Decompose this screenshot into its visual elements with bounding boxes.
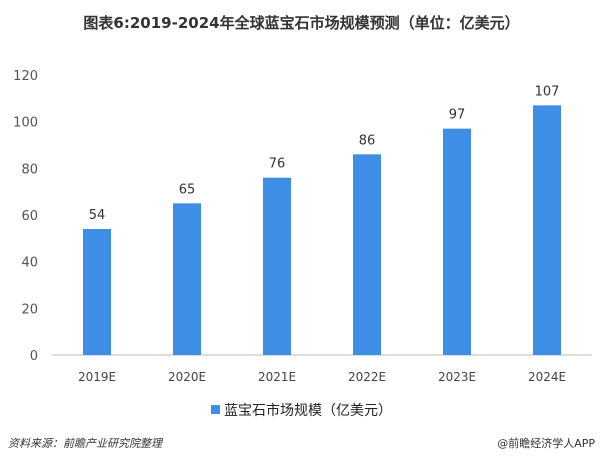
bar	[83, 229, 111, 355]
data-label: 76	[269, 157, 286, 172]
y-tick-label: 20	[21, 302, 38, 317]
bar	[533, 105, 561, 355]
chart-title: 图表6:2019-2024年全球蓝宝石市场规模预测（单位：亿美元）	[83, 14, 520, 32]
y-tick-label: 0	[30, 349, 38, 364]
y-tick-label: 120	[13, 69, 38, 84]
bar	[443, 128, 471, 355]
legend: 蓝宝石市场规模（亿美元）	[0, 400, 603, 420]
credit: @前瞻经济学人APP	[497, 437, 595, 450]
data-label: 86	[359, 133, 376, 148]
data-label: 107	[535, 84, 560, 99]
y-tick-label: 80	[21, 162, 38, 177]
x-tick-label: 2019E	[78, 370, 116, 384]
bar	[173, 203, 201, 355]
y-tick-label: 40	[21, 256, 38, 271]
x-tick-label: 2021E	[258, 370, 296, 384]
y-tick-label: 100	[13, 116, 38, 131]
bar-chart: 0 20 40 60 80 100 120 54 2019E 65 2020E 76 2021E 86 20…	[13, 69, 592, 384]
bar	[263, 177, 291, 355]
data-label: 97	[449, 108, 466, 123]
x-tick-label: 2024E	[528, 370, 566, 384]
source-note: 资料来源：前瞻产业研究院整理	[8, 437, 162, 450]
data-label: 54	[89, 208, 106, 223]
legend-label: 蓝宝石市场规模（亿美元）	[224, 403, 392, 419]
data-label: 65	[179, 182, 196, 197]
legend-swatch	[211, 405, 220, 414]
y-tick-label: 60	[21, 209, 38, 224]
x-tick-label: 2022E	[348, 370, 386, 384]
x-tick-label: 2023E	[438, 370, 476, 384]
x-tick-label: 2020E	[168, 370, 206, 384]
bar	[353, 154, 381, 355]
